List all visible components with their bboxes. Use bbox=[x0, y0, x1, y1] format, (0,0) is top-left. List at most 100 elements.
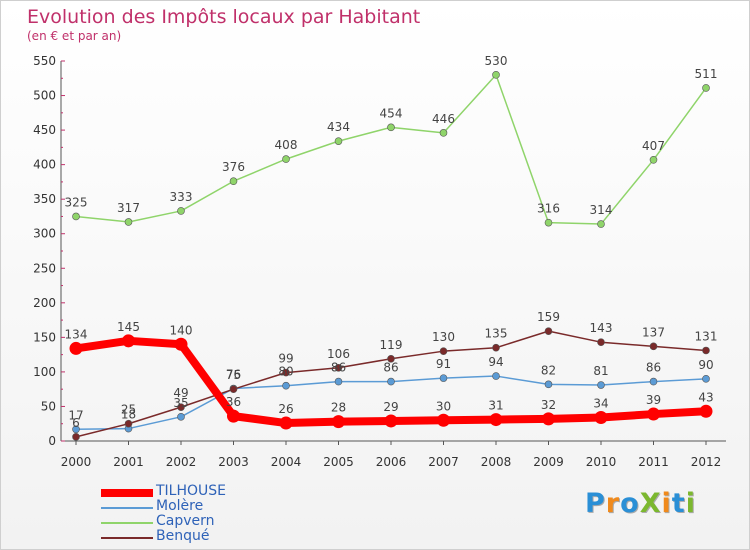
data-label: 333 bbox=[170, 190, 193, 204]
data-label: 145 bbox=[117, 320, 140, 334]
data-point bbox=[439, 129, 448, 137]
data-point bbox=[594, 411, 608, 425]
legend-swatch bbox=[101, 489, 153, 497]
data-label: 26 bbox=[278, 402, 293, 416]
data-label: 530 bbox=[485, 54, 508, 68]
y-tick-label: 150 bbox=[33, 330, 56, 344]
data-label: 35 bbox=[173, 396, 188, 410]
x-tick-label: 2005 bbox=[323, 455, 354, 469]
data-label: 91 bbox=[436, 357, 451, 371]
data-point bbox=[122, 334, 135, 348]
data-label: 134 bbox=[65, 327, 88, 341]
y-tick-label: 50 bbox=[41, 399, 56, 413]
x-tick-label: 2002 bbox=[166, 455, 197, 469]
data-point bbox=[387, 354, 395, 363]
data-label: 325 bbox=[65, 195, 88, 209]
data-point bbox=[702, 84, 710, 92]
legend-swatch bbox=[101, 537, 153, 539]
data-point bbox=[492, 71, 500, 79]
y-tick-label: 400 bbox=[33, 158, 56, 172]
y-tick-label: 350 bbox=[33, 192, 56, 206]
data-label: 80 bbox=[278, 365, 293, 379]
logo-letter: t bbox=[671, 488, 686, 519]
data-point bbox=[229, 177, 238, 186]
data-point bbox=[702, 375, 710, 383]
logo-letter: i bbox=[661, 488, 672, 519]
data-label: 39 bbox=[646, 393, 661, 407]
data-label: 131 bbox=[695, 329, 718, 343]
data-point bbox=[597, 381, 605, 389]
data-point bbox=[69, 341, 83, 355]
data-point bbox=[699, 404, 713, 418]
data-point bbox=[227, 409, 240, 423]
data-label: 408 bbox=[275, 138, 298, 152]
data-label: 376 bbox=[222, 160, 245, 174]
data-label: 32 bbox=[541, 398, 556, 412]
x-tick-label: 2009 bbox=[533, 455, 564, 469]
data-label: 28 bbox=[331, 401, 346, 415]
x-tick-label: 2008 bbox=[481, 455, 512, 469]
data-label: 137 bbox=[642, 325, 665, 339]
data-point bbox=[437, 413, 450, 427]
data-label: 106 bbox=[327, 347, 350, 361]
data-label: 86 bbox=[383, 361, 398, 375]
data-point bbox=[72, 212, 80, 221]
data-label: 29 bbox=[383, 400, 398, 414]
data-point bbox=[542, 412, 555, 426]
data-label: 316 bbox=[537, 202, 560, 216]
data-label: 76 bbox=[226, 367, 241, 381]
data-point bbox=[72, 425, 80, 434]
data-point bbox=[72, 433, 80, 441]
data-label: 34 bbox=[593, 397, 608, 411]
data-point bbox=[334, 137, 343, 145]
data-point bbox=[177, 403, 185, 411]
y-tick-label: 300 bbox=[33, 227, 56, 241]
legend-swatch bbox=[101, 522, 153, 524]
data-point bbox=[229, 385, 238, 393]
chart-title: Evolution des Impôts locaux par Habitant bbox=[27, 6, 421, 28]
x-tick-label: 2004 bbox=[271, 455, 302, 469]
legend-label: Molère bbox=[156, 498, 204, 514]
x-tick-label: 2010 bbox=[586, 455, 617, 469]
data-point bbox=[334, 377, 343, 386]
data-point bbox=[177, 413, 185, 421]
data-label: 130 bbox=[432, 330, 455, 344]
data-point bbox=[174, 337, 188, 351]
data-label: 30 bbox=[436, 399, 451, 413]
data-point bbox=[439, 374, 448, 382]
x-tick-label: 2007 bbox=[428, 455, 459, 469]
data-point bbox=[597, 220, 605, 228]
data-point bbox=[384, 414, 398, 428]
data-point bbox=[334, 363, 343, 372]
data-point bbox=[387, 123, 395, 132]
data-point bbox=[332, 415, 345, 429]
data-label: 511 bbox=[695, 67, 718, 81]
data-label: 25 bbox=[121, 403, 136, 417]
data-label: 36 bbox=[226, 395, 241, 409]
data-label: 119 bbox=[380, 338, 403, 352]
y-tick-label: 200 bbox=[33, 296, 56, 310]
y-tick-label: 550 bbox=[33, 54, 56, 68]
data-label: 135 bbox=[485, 327, 508, 341]
data-label: 99 bbox=[278, 352, 293, 366]
data-point bbox=[387, 377, 395, 386]
data-label: 18 bbox=[121, 408, 136, 422]
data-label: 94 bbox=[488, 355, 503, 369]
data-point bbox=[647, 407, 660, 421]
data-point bbox=[124, 419, 133, 428]
data-label: 81 bbox=[593, 364, 608, 378]
data-point bbox=[439, 347, 448, 355]
data-point bbox=[649, 377, 658, 386]
data-label: 49 bbox=[173, 386, 188, 400]
y-tick-label: 450 bbox=[33, 123, 56, 137]
data-label: 434 bbox=[327, 120, 350, 134]
data-point bbox=[544, 327, 553, 335]
data-point bbox=[177, 207, 185, 215]
data-label: 143 bbox=[590, 321, 613, 335]
data-point bbox=[544, 380, 553, 389]
data-label: 6 bbox=[72, 416, 80, 430]
y-tick-label: 250 bbox=[33, 261, 56, 275]
x-tick-label: 2006 bbox=[376, 455, 407, 469]
y-tick-label: 100 bbox=[33, 365, 56, 379]
data-point bbox=[489, 413, 503, 427]
